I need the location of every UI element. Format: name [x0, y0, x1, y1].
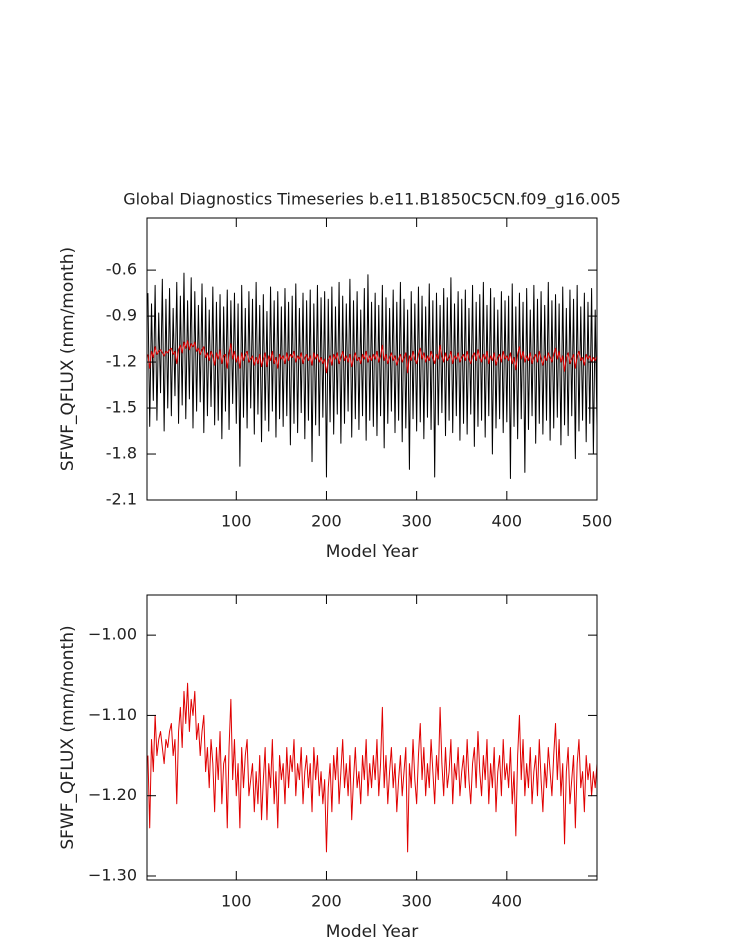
y-axis-label: SFWF_QFLUX (mm/month) [58, 625, 78, 849]
y-tick-label: −1.30 [88, 865, 137, 884]
x-axis-label: Model Year [326, 922, 418, 942]
y-tick-label: -0.6 [106, 260, 137, 279]
chart-title: Global Diagnostics Timeseries b.e11.B185… [123, 190, 621, 210]
y-axis-label: SFWF_QFLUX (mm/month) [58, 247, 78, 471]
x-axis-label: Model Year [326, 542, 418, 562]
x-tick-label: 200 [311, 512, 342, 531]
y-tick-label: -2.1 [106, 490, 137, 509]
plot-frame [146, 217, 598, 501]
x-tick-label: 200 [311, 892, 342, 911]
y-tick-label: −1.20 [88, 785, 137, 804]
data-line [147, 272, 597, 480]
x-tick-label: 300 [401, 512, 432, 531]
data-line [147, 340, 597, 374]
x-tick-label: 300 [401, 892, 432, 911]
y-tick-label: -1.5 [106, 398, 137, 417]
x-tick-label: 400 [492, 512, 523, 531]
y-tick-label: -0.9 [106, 306, 137, 325]
y-tick-label: −1.00 [88, 625, 137, 644]
data-line [147, 682, 597, 853]
x-tick-label: 100 [221, 892, 252, 911]
y-tick-label: -1.8 [106, 444, 137, 463]
y-tick-label: -1.2 [106, 352, 137, 371]
plot-frame [146, 594, 598, 881]
x-tick-label: 400 [492, 892, 523, 911]
y-tick-label: −1.10 [88, 705, 137, 724]
x-tick-label: 500 [582, 512, 613, 531]
x-tick-label: 100 [221, 512, 252, 531]
